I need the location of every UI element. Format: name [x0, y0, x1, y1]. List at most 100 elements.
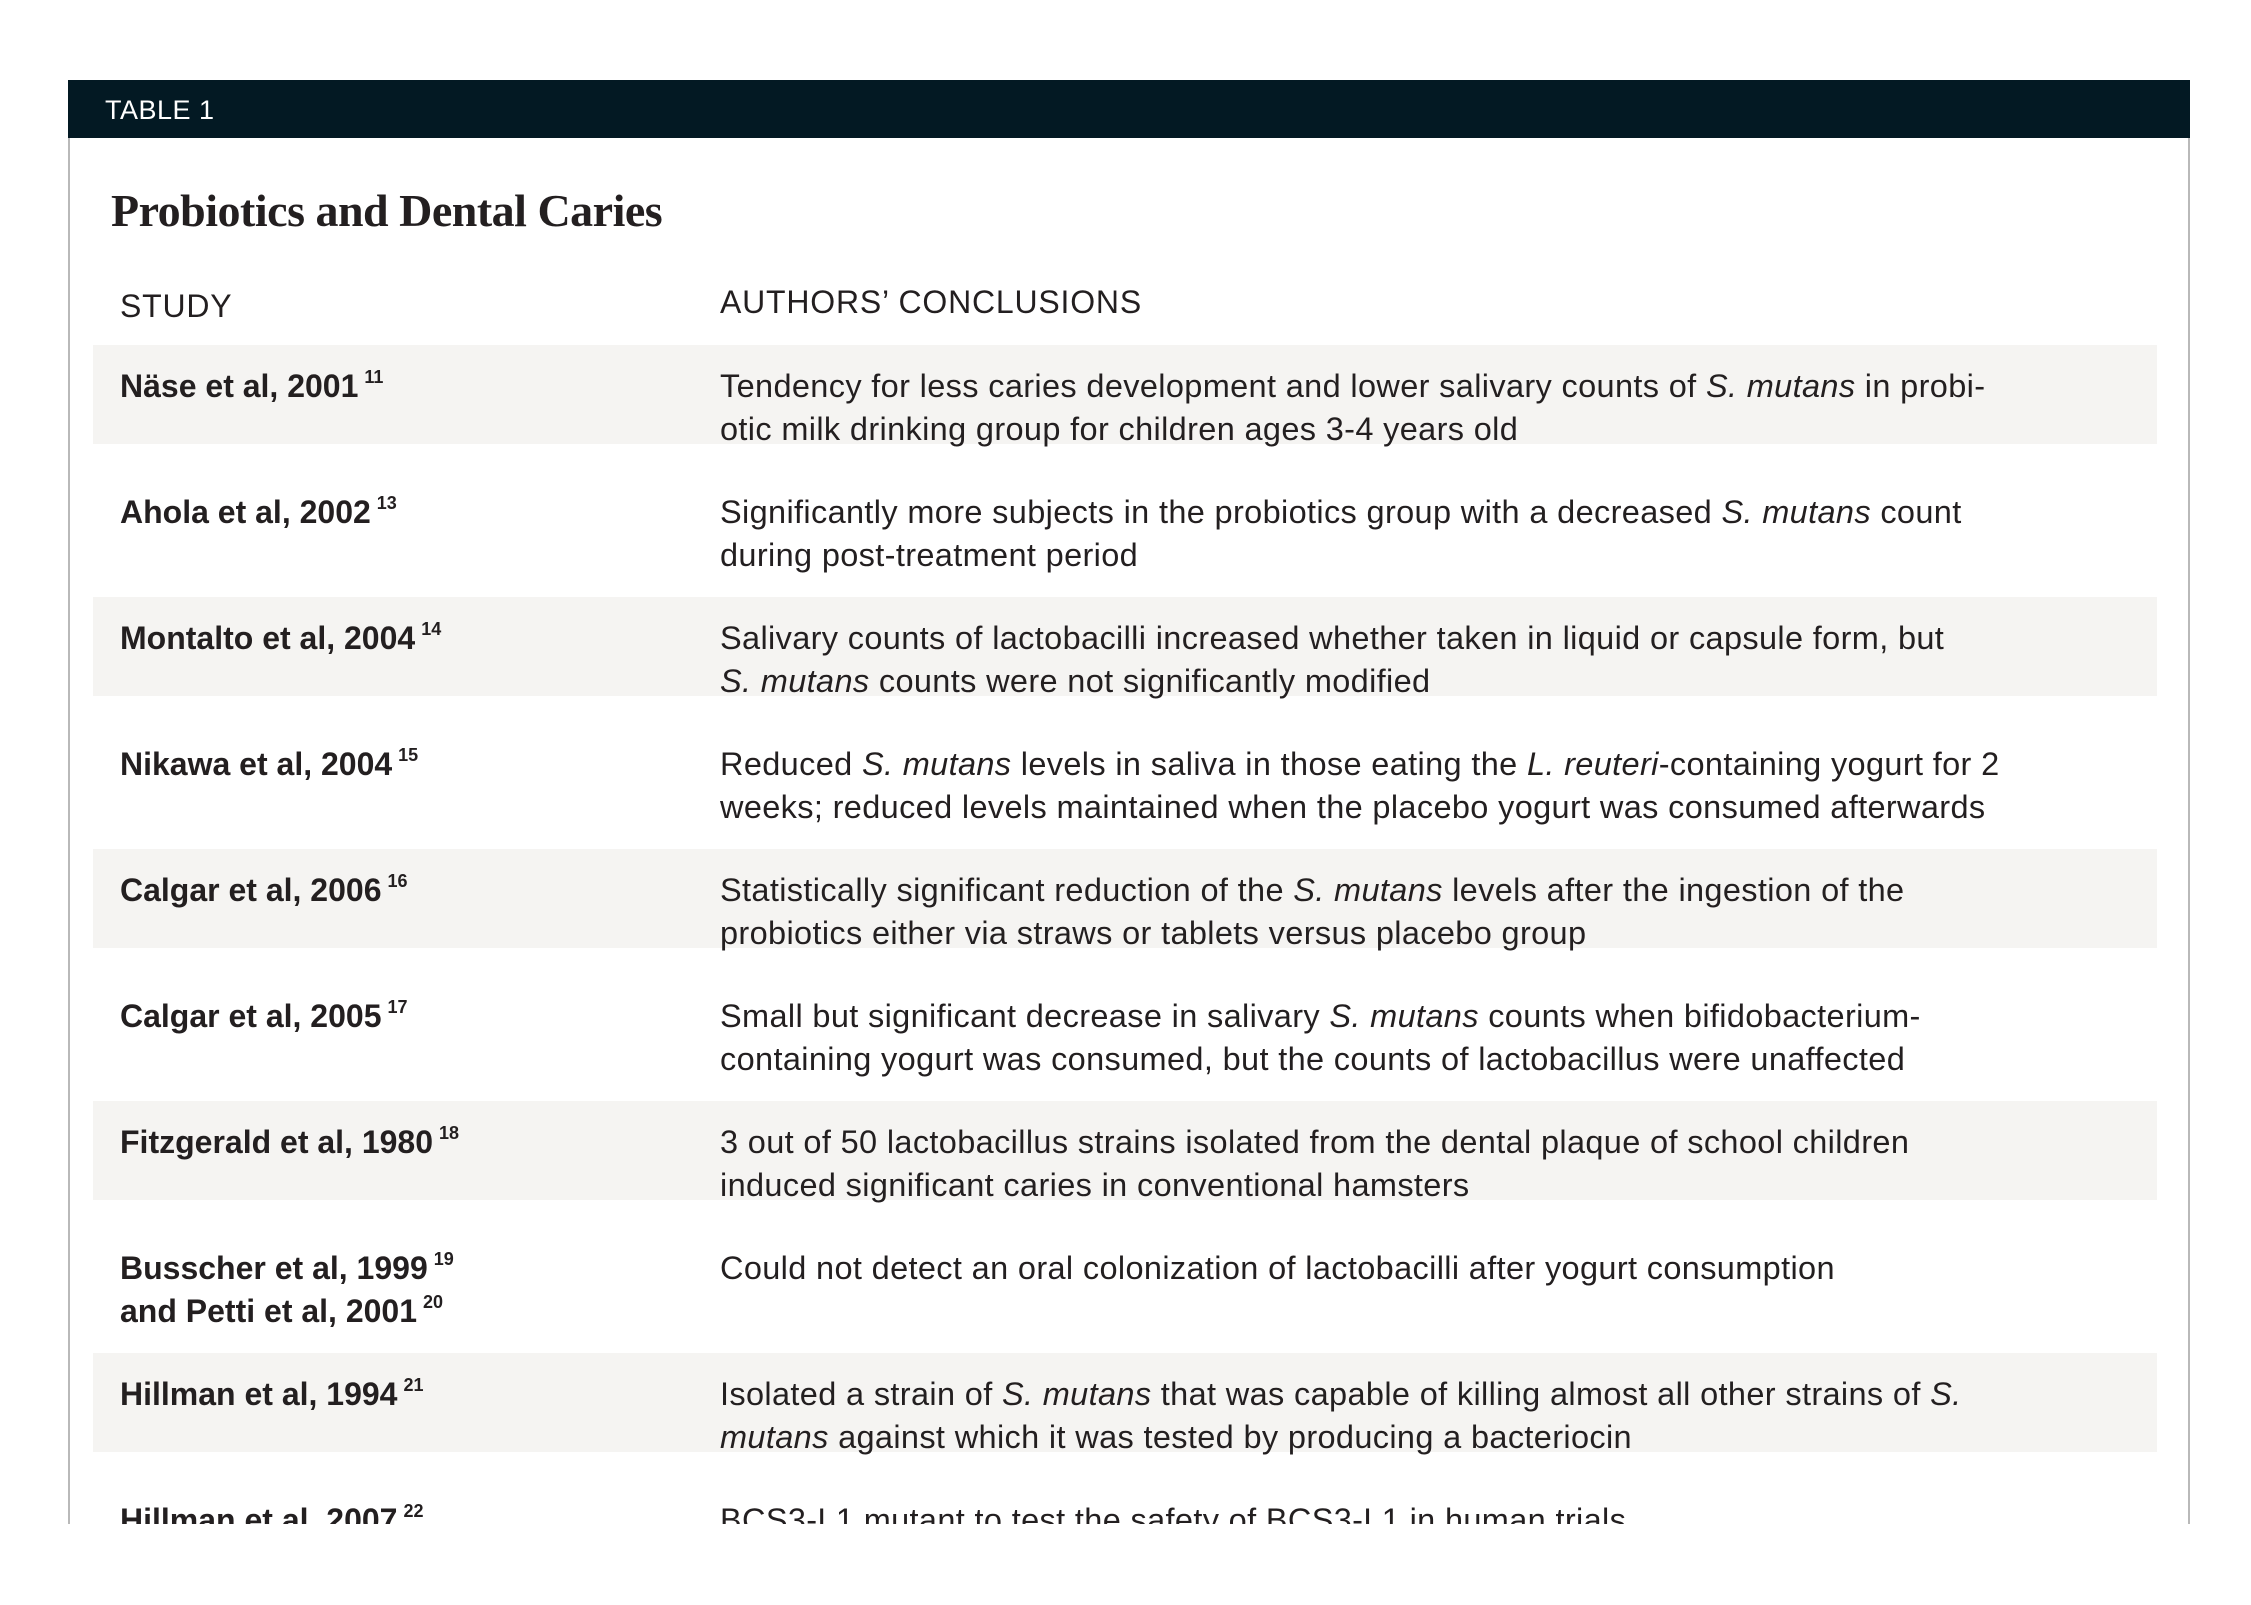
table-row: Calgar et al, 2005 17 Small but significan… — [93, 975, 2157, 1077]
species-name: S. mutans — [1329, 998, 1479, 1034]
conclusion-line: otic milk drinking group for children ag… — [720, 408, 1985, 451]
species-name: S. mutans — [1705, 368, 1856, 404]
study-cell: Fitzgerald et al, 1980 18 — [120, 1121, 459, 1164]
column-header-study: STUDY — [120, 288, 233, 324]
conclusion-text: Significantly more subjects in the probi… — [720, 494, 1722, 530]
study-name: Busscher et al, 1999 — [120, 1250, 428, 1286]
study-name: Näse et al, 2001 — [120, 368, 359, 404]
conclusion-text: counts were not significantly modified — [869, 663, 1431, 699]
conclusion-line: Reduced S. mutans levels in saliva in th… — [720, 743, 2000, 786]
study-name: Fitzgerald et al, 1980 — [120, 1124, 434, 1160]
study-name: Ahola et al, 2002 — [120, 494, 371, 530]
species-name: L. reuteri — [1526, 746, 1659, 782]
conclusion-line: weeks; reduced levels maintained when th… — [720, 786, 2000, 829]
study-name: and Petti et al, 2001 — [120, 1293, 418, 1329]
conclusion-line: 3 out of 50 lactobacillus strains isolat… — [720, 1121, 1909, 1164]
conclusion-text: -containing yogurt for 2 — [1658, 746, 2000, 782]
conclusion-text: weeks; reduced levels maintained when th… — [720, 789, 1986, 825]
table-title: Probiotics and Dental Caries — [111, 185, 663, 236]
reference-number: 14 — [421, 619, 442, 639]
conclusion-cell: 3 out of 50 lactobacillus strains isolat… — [720, 1121, 1909, 1207]
conclusion-text: counts when bifidobacterium- — [1478, 998, 1921, 1034]
conclusion-cell: Statistically significant reduction of t… — [720, 869, 1904, 955]
conclusion-text: that was capable of killing almost all o… — [1151, 1376, 1931, 1412]
conclusion-text: Isolated a strain of — [720, 1376, 1002, 1412]
table-row: Nikawa et al, 2004 15 Reduced S. mutans le… — [93, 723, 2157, 825]
conclusion-cell: Salivary counts of lactobacilli increase… — [720, 617, 1944, 703]
reference-number: 11 — [364, 367, 384, 387]
conclusion-text: induced significant caries in convention… — [720, 1167, 1470, 1203]
table-row: Hillman et al, 1994 21 Isolated a strain o… — [93, 1353, 2157, 1455]
conclusion-line: induced significant caries in convention… — [720, 1164, 1909, 1207]
study-cell: Calgar et al, 2006 16 — [120, 869, 408, 912]
conclusion-line: containing yogurt was consumed, but the … — [720, 1038, 1921, 1081]
conclusion-text: in probi- — [1855, 368, 1986, 404]
conclusion-text: Statistically significant reduction of t… — [720, 872, 1294, 908]
conclusion-cell: Reduced S. mutans levels in saliva in th… — [720, 743, 2000, 829]
reference-number: 21 — [403, 1375, 424, 1395]
species-name: S. mutans — [1001, 1376, 1152, 1412]
conclusion-text: containing yogurt was consumed, but the … — [720, 1041, 1906, 1077]
study-name: Montalto et al, 2004 — [120, 620, 416, 656]
species-name: S. mutans — [720, 663, 870, 699]
conclusion-line: Statistically significant reduction of t… — [720, 869, 1904, 912]
conclusion-line: during post-treatment period — [720, 534, 1962, 577]
conclusion-line: Significantly more subjects in the probi… — [720, 491, 1962, 534]
conclusion-line: Isolated a strain of S. mutans that was … — [720, 1373, 1962, 1416]
reference-number: 15 — [398, 745, 419, 765]
conclusion-line: Salivary counts of lactobacilli increase… — [720, 617, 1944, 660]
reference-number: 16 — [387, 871, 408, 891]
table-body: Näse et al, 2001 11 Tendency for less cari… — [93, 345, 2157, 1605]
conclusion-text: count — [1870, 494, 1962, 530]
conclusion-text: during post-treatment period — [720, 537, 1139, 573]
species-name: S. mutans — [1721, 494, 1871, 530]
reference-number: 18 — [439, 1123, 460, 1143]
conclusion-text: levels in saliva in those eating the — [1011, 746, 1527, 782]
table-row: Näse et al, 2001 11 Tendency for less cari… — [93, 345, 2157, 447]
conclusion-text: Small but significant decrease in saliva… — [720, 998, 1330, 1034]
species-name: S. mutans — [861, 746, 1012, 782]
study-cell: Calgar et al, 2005 17 — [120, 995, 408, 1038]
study-cell: Ahola et al, 2002 13 — [120, 491, 397, 534]
species-name: mutans — [720, 1419, 829, 1455]
study-citation: Ahola et al, 2002 13 — [120, 491, 397, 534]
conclusion-cell: Tendency for less caries development and… — [720, 365, 1985, 451]
study-cell: Nikawa et al, 2004 15 — [120, 743, 418, 786]
conclusion-line: probiotics either via straws or tablets … — [720, 912, 1904, 955]
reference-number: 20 — [423, 1292, 444, 1312]
study-citation: Busscher et al, 1999 19 — [120, 1247, 454, 1290]
study-cell: Näse et al, 2001 11 — [120, 365, 383, 408]
table-row: Montalto et al, 2004 14 Salivary counts of… — [93, 597, 2157, 699]
table-label: TABLE 1 — [105, 95, 215, 125]
study-citation: Calgar et al, 2005 17 — [120, 995, 408, 1038]
column-header-conclusions: AUTHORS’ CONCLUSIONS — [720, 284, 1142, 320]
species-name: S. mutans — [1293, 872, 1443, 908]
conclusion-text: probiotics either via straws or tablets … — [720, 915, 1587, 951]
study-citation: Fitzgerald et al, 1980 18 — [120, 1121, 459, 1164]
reference-number: 22 — [403, 1501, 424, 1521]
table-frame — [68, 80, 2190, 1524]
conclusion-cell: Small but significant decrease in saliva… — [720, 995, 1921, 1081]
conclusion-line: Tendency for less caries development and… — [720, 365, 1985, 408]
conclusion-text: Salivary counts of lactobacilli increase… — [720, 620, 1945, 656]
study-cell: Montalto et al, 2004 14 — [120, 617, 441, 660]
conclusion-text: Reduced — [720, 746, 862, 782]
study-name: Calgar et al, 2005 — [120, 998, 382, 1034]
table-row: Fitzgerald et al, 1980 18 3 out of 50 lact… — [93, 1101, 2157, 1203]
conclusion-line: S. mutans counts were not significantly … — [720, 660, 1944, 703]
table-row: Busscher et al, 1999 19 and Petti et al, 2… — [93, 1227, 2157, 1329]
conclusion-text: 3 out of 50 lactobacillus strains isolat… — [720, 1124, 1910, 1160]
reference-number: 17 — [387, 997, 408, 1017]
study-name: Nikawa et al, 2004 — [120, 746, 393, 782]
conclusion-text: levels after the ingestion of the — [1442, 872, 1905, 908]
conclusion-cell: Isolated a strain of S. mutans that was … — [720, 1373, 1962, 1459]
conclusion-text: otic milk drinking group for children ag… — [720, 411, 1519, 447]
study-citation: Näse et al, 2001 11 — [120, 365, 383, 408]
conclusion-cell: Could not detect an oral colonization of… — [720, 1247, 1835, 1290]
table-header-bar: TABLE 1 — [68, 80, 2190, 138]
study-citation: Calgar et al, 2006 16 — [120, 869, 408, 912]
conclusion-text: Tendency for less caries development and… — [720, 368, 1706, 404]
conclusion-line: Could not detect an oral colonization of… — [720, 1247, 1835, 1290]
table-row: Ahola et al, 2002 13 Significantly more su… — [93, 471, 2157, 573]
conclusion-text: Could not detect an oral colonization of… — [720, 1250, 1835, 1286]
